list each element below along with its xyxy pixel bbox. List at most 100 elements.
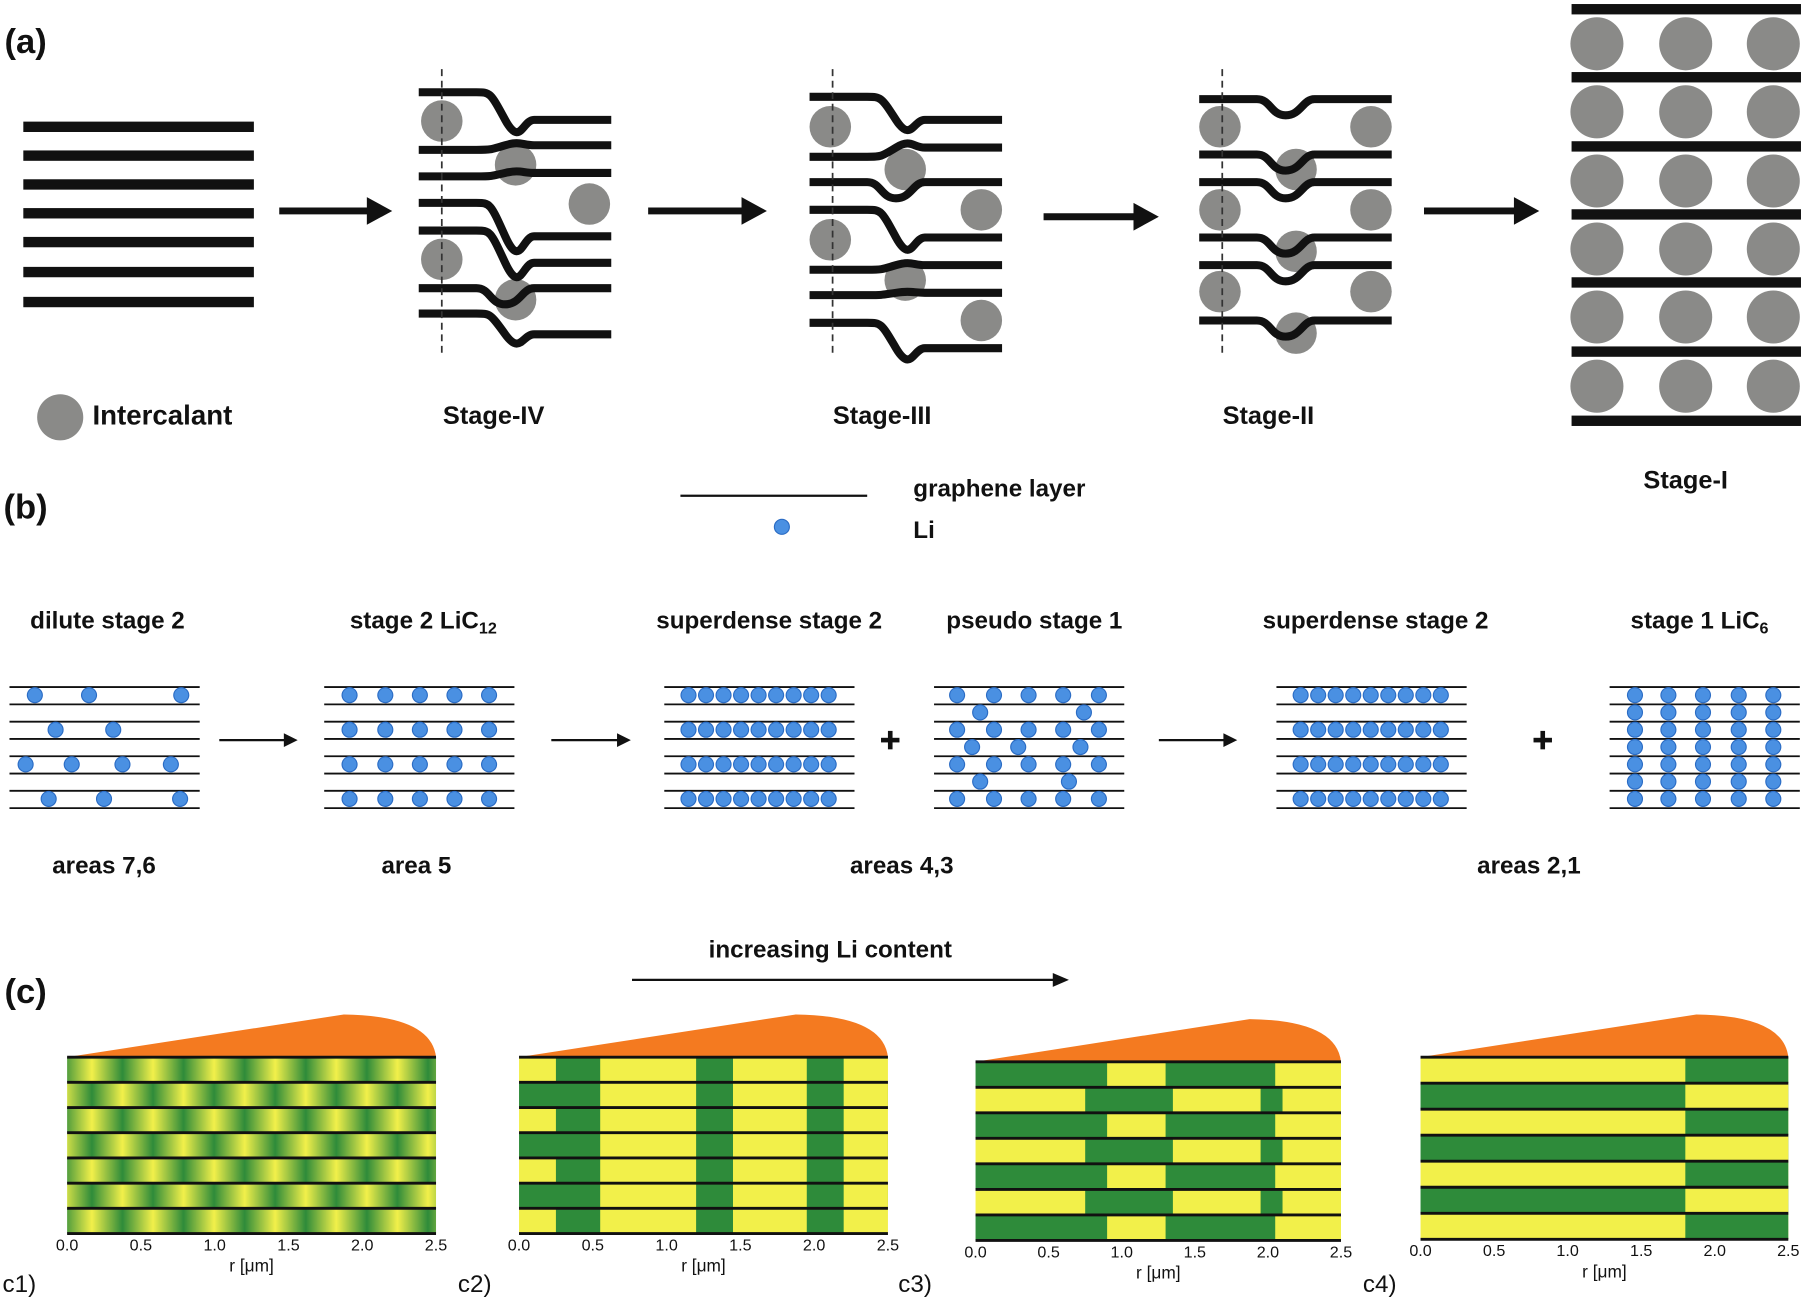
li-dot — [63, 756, 80, 773]
label: 1.0 — [1111, 1243, 1133, 1261]
li-dot — [377, 756, 394, 773]
li-dot — [411, 756, 428, 773]
li-dot — [803, 721, 820, 738]
li-dot — [1626, 721, 1644, 738]
li-dot — [985, 687, 1003, 704]
state-title-text: stage 2 LiC — [350, 608, 479, 635]
label: 2.0 — [1704, 1242, 1726, 1260]
concentration-band — [519, 1183, 888, 1209]
li-dot — [377, 721, 394, 738]
li-dot — [1415, 687, 1432, 704]
graphene-layer — [418, 88, 612, 137]
graphene-layer — [1199, 233, 1392, 258]
label: Stage-III — [833, 402, 932, 430]
arrow-head — [617, 733, 631, 748]
li-dot — [972, 704, 989, 721]
li-dot — [785, 756, 802, 773]
li-dot — [820, 721, 837, 738]
concentration-band — [1685, 1057, 1789, 1084]
graphene-layer — [418, 226, 612, 282]
intercalant — [1570, 290, 1624, 344]
li-dot — [949, 756, 966, 773]
concentration-band — [600, 1082, 697, 1108]
plus — [1540, 730, 1546, 750]
li-dot — [1626, 687, 1644, 704]
graphene-layer — [809, 92, 1003, 135]
concentration-band — [732, 1183, 807, 1209]
li-dot — [1730, 790, 1747, 807]
li-dot — [1327, 687, 1344, 704]
label: 2.0 — [351, 1236, 373, 1254]
li-dot — [1090, 790, 1107, 807]
concentration-band — [519, 1132, 888, 1158]
li-dot — [697, 756, 715, 773]
state-title-text: pseudo stage 1 — [946, 608, 1122, 635]
label: 1.5 — [1184, 1243, 1206, 1261]
li-dot — [1292, 721, 1309, 738]
li-dot — [1362, 790, 1379, 807]
li-dot — [80, 687, 98, 704]
label: area 5 — [381, 852, 451, 879]
graphene-layer — [809, 259, 1003, 274]
li-dot — [1362, 687, 1379, 704]
label: (c) — [4, 973, 46, 1011]
graphene-layer — [809, 205, 1003, 254]
li-dot — [750, 687, 767, 704]
graphene-layer — [23, 266, 254, 278]
arrow-head — [283, 733, 298, 748]
li-dot — [715, 687, 732, 704]
graphene-layer — [809, 287, 1003, 300]
li-dot — [1626, 738, 1644, 756]
state-title-text: superdense stage 2 — [1263, 608, 1489, 635]
label: 1.0 — [203, 1236, 225, 1254]
concentration-band — [67, 1208, 437, 1234]
state-title: pseudo stage 1 — [946, 608, 1122, 635]
li-dot — [377, 687, 394, 704]
concentration-band — [1260, 1189, 1283, 1215]
graphene-layer — [1571, 141, 1801, 152]
intercalant — [960, 189, 1003, 231]
arrow-head — [366, 197, 393, 225]
li-dot — [1327, 790, 1344, 807]
li-dot — [803, 687, 820, 704]
label: 1.0 — [655, 1236, 677, 1254]
li-dot — [1730, 738, 1747, 756]
intercalant — [1659, 359, 1713, 413]
li-dot — [1020, 721, 1037, 738]
intercalant — [1659, 154, 1713, 208]
li-dot — [820, 687, 837, 704]
concentration-band — [696, 1208, 733, 1234]
label: r [μm] — [1136, 1262, 1181, 1282]
concentration-band — [555, 1157, 601, 1184]
graphene-layer — [1571, 4, 1801, 15]
concentration-band — [1685, 1083, 1789, 1110]
label: increasing Li content — [709, 936, 952, 963]
li-dot — [446, 790, 463, 807]
li-dot — [985, 756, 1003, 773]
label: Stage-IV — [443, 402, 545, 430]
intercalant — [1570, 85, 1624, 139]
li-dot — [1345, 790, 1362, 807]
graphene-layer — [418, 198, 612, 256]
state-title-text: stage 1 LiC — [1631, 608, 1760, 635]
state-title-text: dilute stage 2 — [30, 608, 185, 635]
label: 2.5 — [877, 1236, 899, 1254]
intercalant — [1746, 85, 1800, 139]
li-dot — [820, 756, 837, 773]
concentration-band — [1685, 1213, 1789, 1240]
graphene-layer — [809, 139, 1003, 161]
concentration-band — [1085, 1189, 1173, 1215]
li-dot — [750, 790, 767, 807]
state-title: superdense stage 2 — [656, 608, 882, 635]
li-dot — [1020, 790, 1037, 807]
concentration-band — [696, 1107, 733, 1133]
li-dot — [949, 721, 966, 738]
concentration-band — [1107, 1214, 1166, 1241]
li-dot — [715, 756, 732, 773]
plus — [887, 730, 893, 750]
li-dot — [1660, 790, 1677, 807]
label: c1) — [3, 1271, 37, 1298]
li-dot — [162, 756, 179, 773]
intercalant — [1746, 290, 1800, 344]
